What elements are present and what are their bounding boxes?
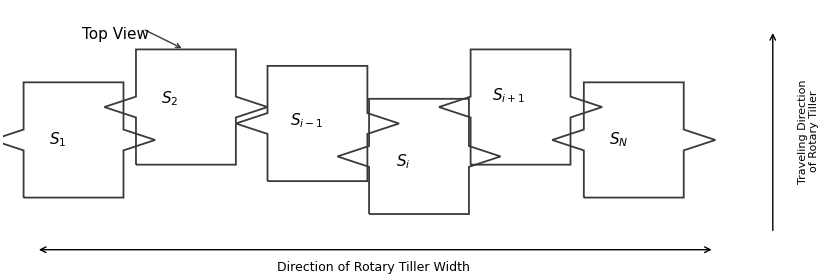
Text: $S_2$: $S_2$	[161, 90, 178, 108]
Text: Top View: Top View	[82, 27, 149, 43]
Text: $S_{i-1}$: $S_{i-1}$	[290, 111, 323, 130]
Text: $S_1$: $S_1$	[49, 130, 66, 149]
Text: $S_i$: $S_i$	[396, 153, 411, 171]
Text: $S_N$: $S_N$	[608, 130, 628, 149]
Text: $S_{i+1}$: $S_{i+1}$	[492, 87, 525, 105]
Text: Direction of Rotary Tiller Width: Direction of Rotary Tiller Width	[277, 261, 469, 274]
Text: Traveling Direction
of Rotary Tiller: Traveling Direction of Rotary Tiller	[798, 80, 820, 184]
